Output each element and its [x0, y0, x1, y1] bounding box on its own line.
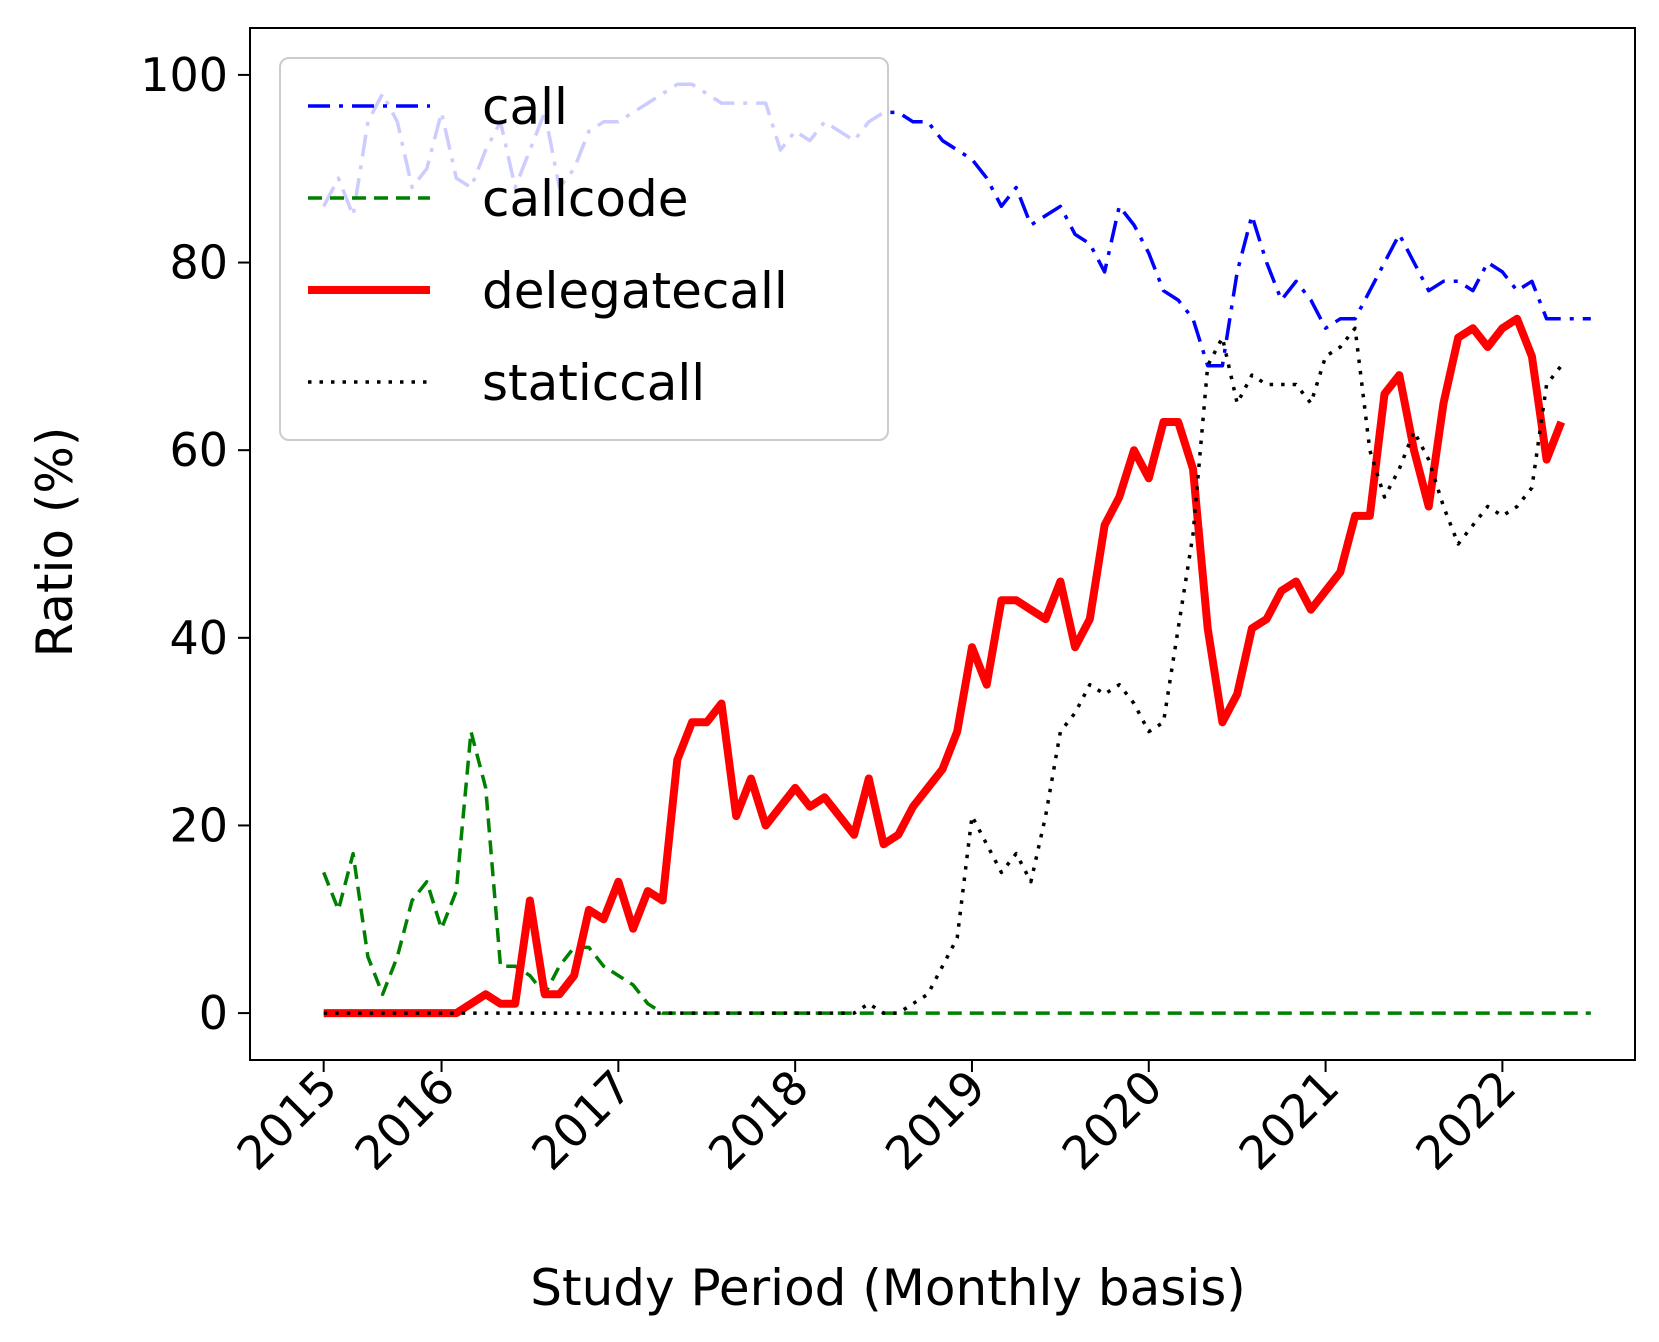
- x-tick-label: 2020: [1052, 1060, 1173, 1181]
- x-tick-label: 2016: [344, 1060, 465, 1181]
- series-line-delegatecall: [323, 314, 1566, 1018]
- x-tick-label: 2019: [875, 1060, 996, 1181]
- y-tick-label: 0: [199, 986, 228, 1040]
- legend: call callcode delegatecall staticcall: [279, 57, 889, 441]
- legend-label-delegatecall: delegatecall: [482, 262, 788, 320]
- x-tick-label: 2022: [1405, 1060, 1526, 1181]
- x-tick-label: 2021: [1228, 1060, 1349, 1181]
- legend-box: [279, 57, 889, 441]
- series-line-callcode: [322, 729, 1591, 1015]
- y-tick-label: 100: [140, 48, 228, 102]
- plot-frame: [249, 27, 1636, 1061]
- y-axis-title: Ratio (%): [26, 427, 84, 658]
- x-tick-label: 2018: [698, 1060, 819, 1181]
- x-axis-title: Study Period (Monthly basis): [530, 1259, 1246, 1317]
- legend-label-call: call: [482, 78, 568, 136]
- y-tick-label: 20: [169, 798, 228, 852]
- x-tick-label: 2015: [227, 1060, 348, 1181]
- plot-area: [322, 82, 1591, 1018]
- y-tick-label: 40: [169, 611, 228, 665]
- legend-label-callcode: callcode: [482, 170, 689, 228]
- y-tick-label: 60: [169, 423, 228, 477]
- legend-label-staticcall: staticcall: [482, 354, 705, 412]
- y-tick-label: 80: [169, 236, 228, 290]
- x-tick-label: 2017: [521, 1060, 642, 1181]
